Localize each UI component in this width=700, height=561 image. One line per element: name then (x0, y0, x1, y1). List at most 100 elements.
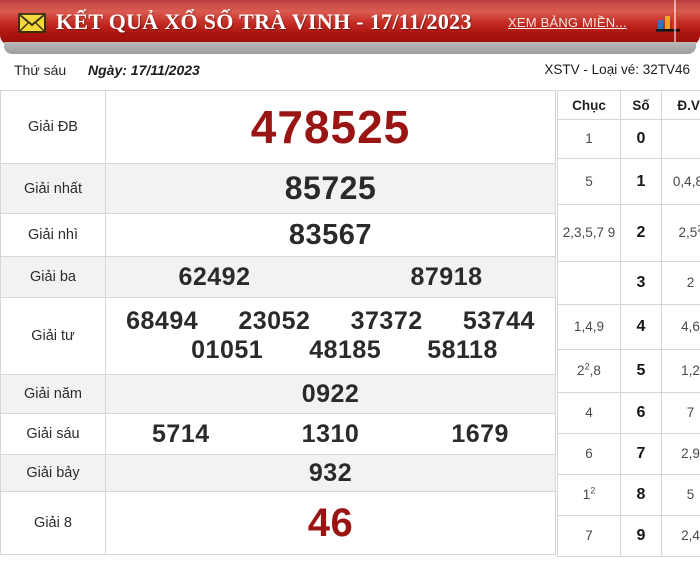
prize-number: 46 (307, 500, 354, 545)
prize-number: 37372 (350, 307, 423, 335)
subheader: Thứ sáu Ngày: 17/11/2023 XSTV - Loại vé:… (0, 56, 700, 88)
loto-so-cell: 0 (620, 119, 662, 159)
prize-number: 478525 (250, 101, 411, 153)
loto-dvi-cell: 2,4 (661, 515, 700, 557)
prize-values: 478525 (105, 90, 556, 164)
column-header-chuc: Chục (557, 90, 621, 120)
loto-dvi-value: 2,9 (681, 446, 700, 462)
loto-dvi-value: 5 (686, 487, 695, 503)
loto-so-cell: 1 (620, 158, 662, 205)
ticket-type-label: XSTV - Loại vé: 32TV46 (544, 62, 690, 77)
loto-dvi-value: 2 (686, 275, 695, 291)
loto-chuc-cell: 7 (557, 515, 621, 557)
prize-number: 0922 (301, 379, 360, 408)
prize-label: Giải tư (0, 297, 106, 375)
loto-table-body: 1 0 5 1 0,4,8 2 2,3,5,7 9 2 2,52 3 2 1,4,… (557, 119, 700, 557)
banner-background: KẾT QUẢ XỔ SỐ TRÀ VINH - 17/11/2023 XEM … (0, 0, 700, 45)
prize-number-row: 68494 23052 37372 53744 (106, 307, 555, 336)
prize-number: 53744 (462, 307, 535, 335)
loto-dvi-cell: 7 (661, 392, 700, 434)
table-row: Giải nhì 83567 (0, 213, 556, 257)
prize-number: 1679 (451, 419, 509, 448)
prize-values: 932 (105, 454, 556, 492)
table-row: 3 2 (557, 261, 700, 305)
prize-number-row: 5714 1310 1679 (106, 420, 555, 449)
view-region-table-link[interactable]: XEM BẢNG MIỀN... (508, 15, 627, 30)
table-row: 1 0 (557, 119, 700, 159)
banner-divider (674, 0, 676, 45)
loto-so-cell: 7 (620, 433, 662, 475)
loto-dvi-value: 0,4,8 (672, 173, 700, 189)
table-row: Giải ĐB 478525 (0, 90, 556, 164)
column-header-dvi: Đ.Vị (661, 90, 700, 120)
prize-number: 83567 (288, 218, 373, 251)
loto-so-cell: 4 (620, 304, 662, 350)
loto-dvi-value: 7 (686, 405, 695, 421)
prize-table-body: Giải ĐB 478525 Giải nhất 85725 Giải nhì (0, 90, 556, 555)
loto-dvi-cell: 2,9 (661, 433, 700, 475)
loto-chuc-cell: 1,4,9 (557, 304, 621, 350)
loto-chuc-cell (557, 261, 621, 305)
prize-values: 5714 1310 1679 (105, 413, 556, 455)
prize-number-row: 932 (106, 459, 555, 488)
loto-chuc-cell: 4 (557, 392, 621, 434)
prize-values: 62492 87918 (105, 256, 556, 298)
table-row: Giải ba 62492 87918 (0, 256, 556, 298)
table-row: Giải nhất 85725 (0, 163, 556, 214)
prize-label: Giải sáu (0, 413, 106, 455)
loto-dvi-count: 2 (697, 223, 700, 234)
header-banner: KẾT QUẢ XỔ SỐ TRÀ VINH - 17/11/2023 XEM … (0, 0, 700, 56)
prize-number-row: 478525 (106, 100, 555, 154)
prize-results-table: Giải ĐB 478525 Giải nhất 85725 Giải nhì (0, 90, 556, 555)
loto-dvi-value: 4,6 (681, 319, 700, 335)
table-row: 2,3,5,7 9 2 2,52 (557, 204, 700, 262)
bar-chart-icon[interactable] (655, 10, 681, 34)
prize-number: 01051 (191, 336, 264, 364)
prize-label: Giải ba (0, 256, 106, 298)
prize-number: 87918 (410, 262, 483, 291)
prize-number: 58118 (427, 336, 498, 364)
draw-date-label: Ngày: 17/11/2023 (88, 62, 200, 78)
prize-values: 85725 (105, 163, 556, 214)
loto-dvi-cell: 5 (661, 474, 700, 516)
loto-dvi-value: 2,4 (681, 528, 700, 544)
table-row: 6 7 2,9 (557, 433, 700, 475)
loto-summary-table: Chục Số Đ.Vị 1 0 5 1 0,4,8 2 2,3,5,7 9 2 … (557, 90, 700, 557)
loto-dvi-cell: 2,52 (661, 204, 700, 262)
prize-label: Giải năm (0, 374, 106, 414)
prize-number-row: 46 (106, 501, 555, 546)
table-row: 1,4,9 4 4,6 (557, 304, 700, 350)
prize-number: 5714 (152, 419, 210, 448)
loto-chuc-value: 1 (582, 487, 591, 503)
loto-dvi-cell: 4,6 (661, 304, 700, 350)
prize-number: 932 (308, 458, 353, 487)
prize-label: Giải ĐB (0, 90, 106, 164)
loto-dvi-cell (661, 119, 700, 159)
loto-chuc-count: 2 (584, 361, 590, 372)
loto-dvi-cell: 2 (661, 261, 700, 305)
loto-so-cell: 9 (620, 515, 662, 557)
table-row: Giải sáu 5714 1310 1679 (0, 413, 556, 455)
loto-chuc-cell: 12 (557, 474, 621, 516)
loto-table-head: Chục Số Đ.Vị (557, 90, 700, 120)
loto-chuc-cell: 5 (557, 158, 621, 205)
prize-values: 68494 23052 37372 53744 01051 48185 5811… (105, 297, 556, 375)
banner-shadow-bar (4, 42, 696, 54)
prize-number-row: 85725 (106, 170, 555, 207)
prize-label: Giải 8 (0, 491, 106, 555)
loto-chuc-count: 2 (590, 485, 596, 496)
prize-number: 62492 (178, 262, 251, 291)
loto-chuc-cell: 2,3,5,7 9 (557, 204, 621, 262)
prize-number: 1310 (301, 419, 360, 448)
table-row: Giải 8 46 (0, 491, 556, 555)
table-row: Giải năm 0922 (0, 374, 556, 414)
column-header-so: Số (620, 90, 662, 120)
prize-label: Giải bảy (0, 454, 106, 492)
table-row: 7 9 2,4 (557, 515, 700, 557)
loto-so-cell: 3 (620, 261, 662, 305)
loto-dvi-value: 1,2 (681, 363, 700, 379)
page-title: KẾT QUẢ XỔ SỐ TRÀ VINH - 17/11/2023 (56, 9, 472, 34)
loto-so-cell: 2 (620, 204, 662, 262)
table-row: 12 8 5 (557, 474, 700, 516)
